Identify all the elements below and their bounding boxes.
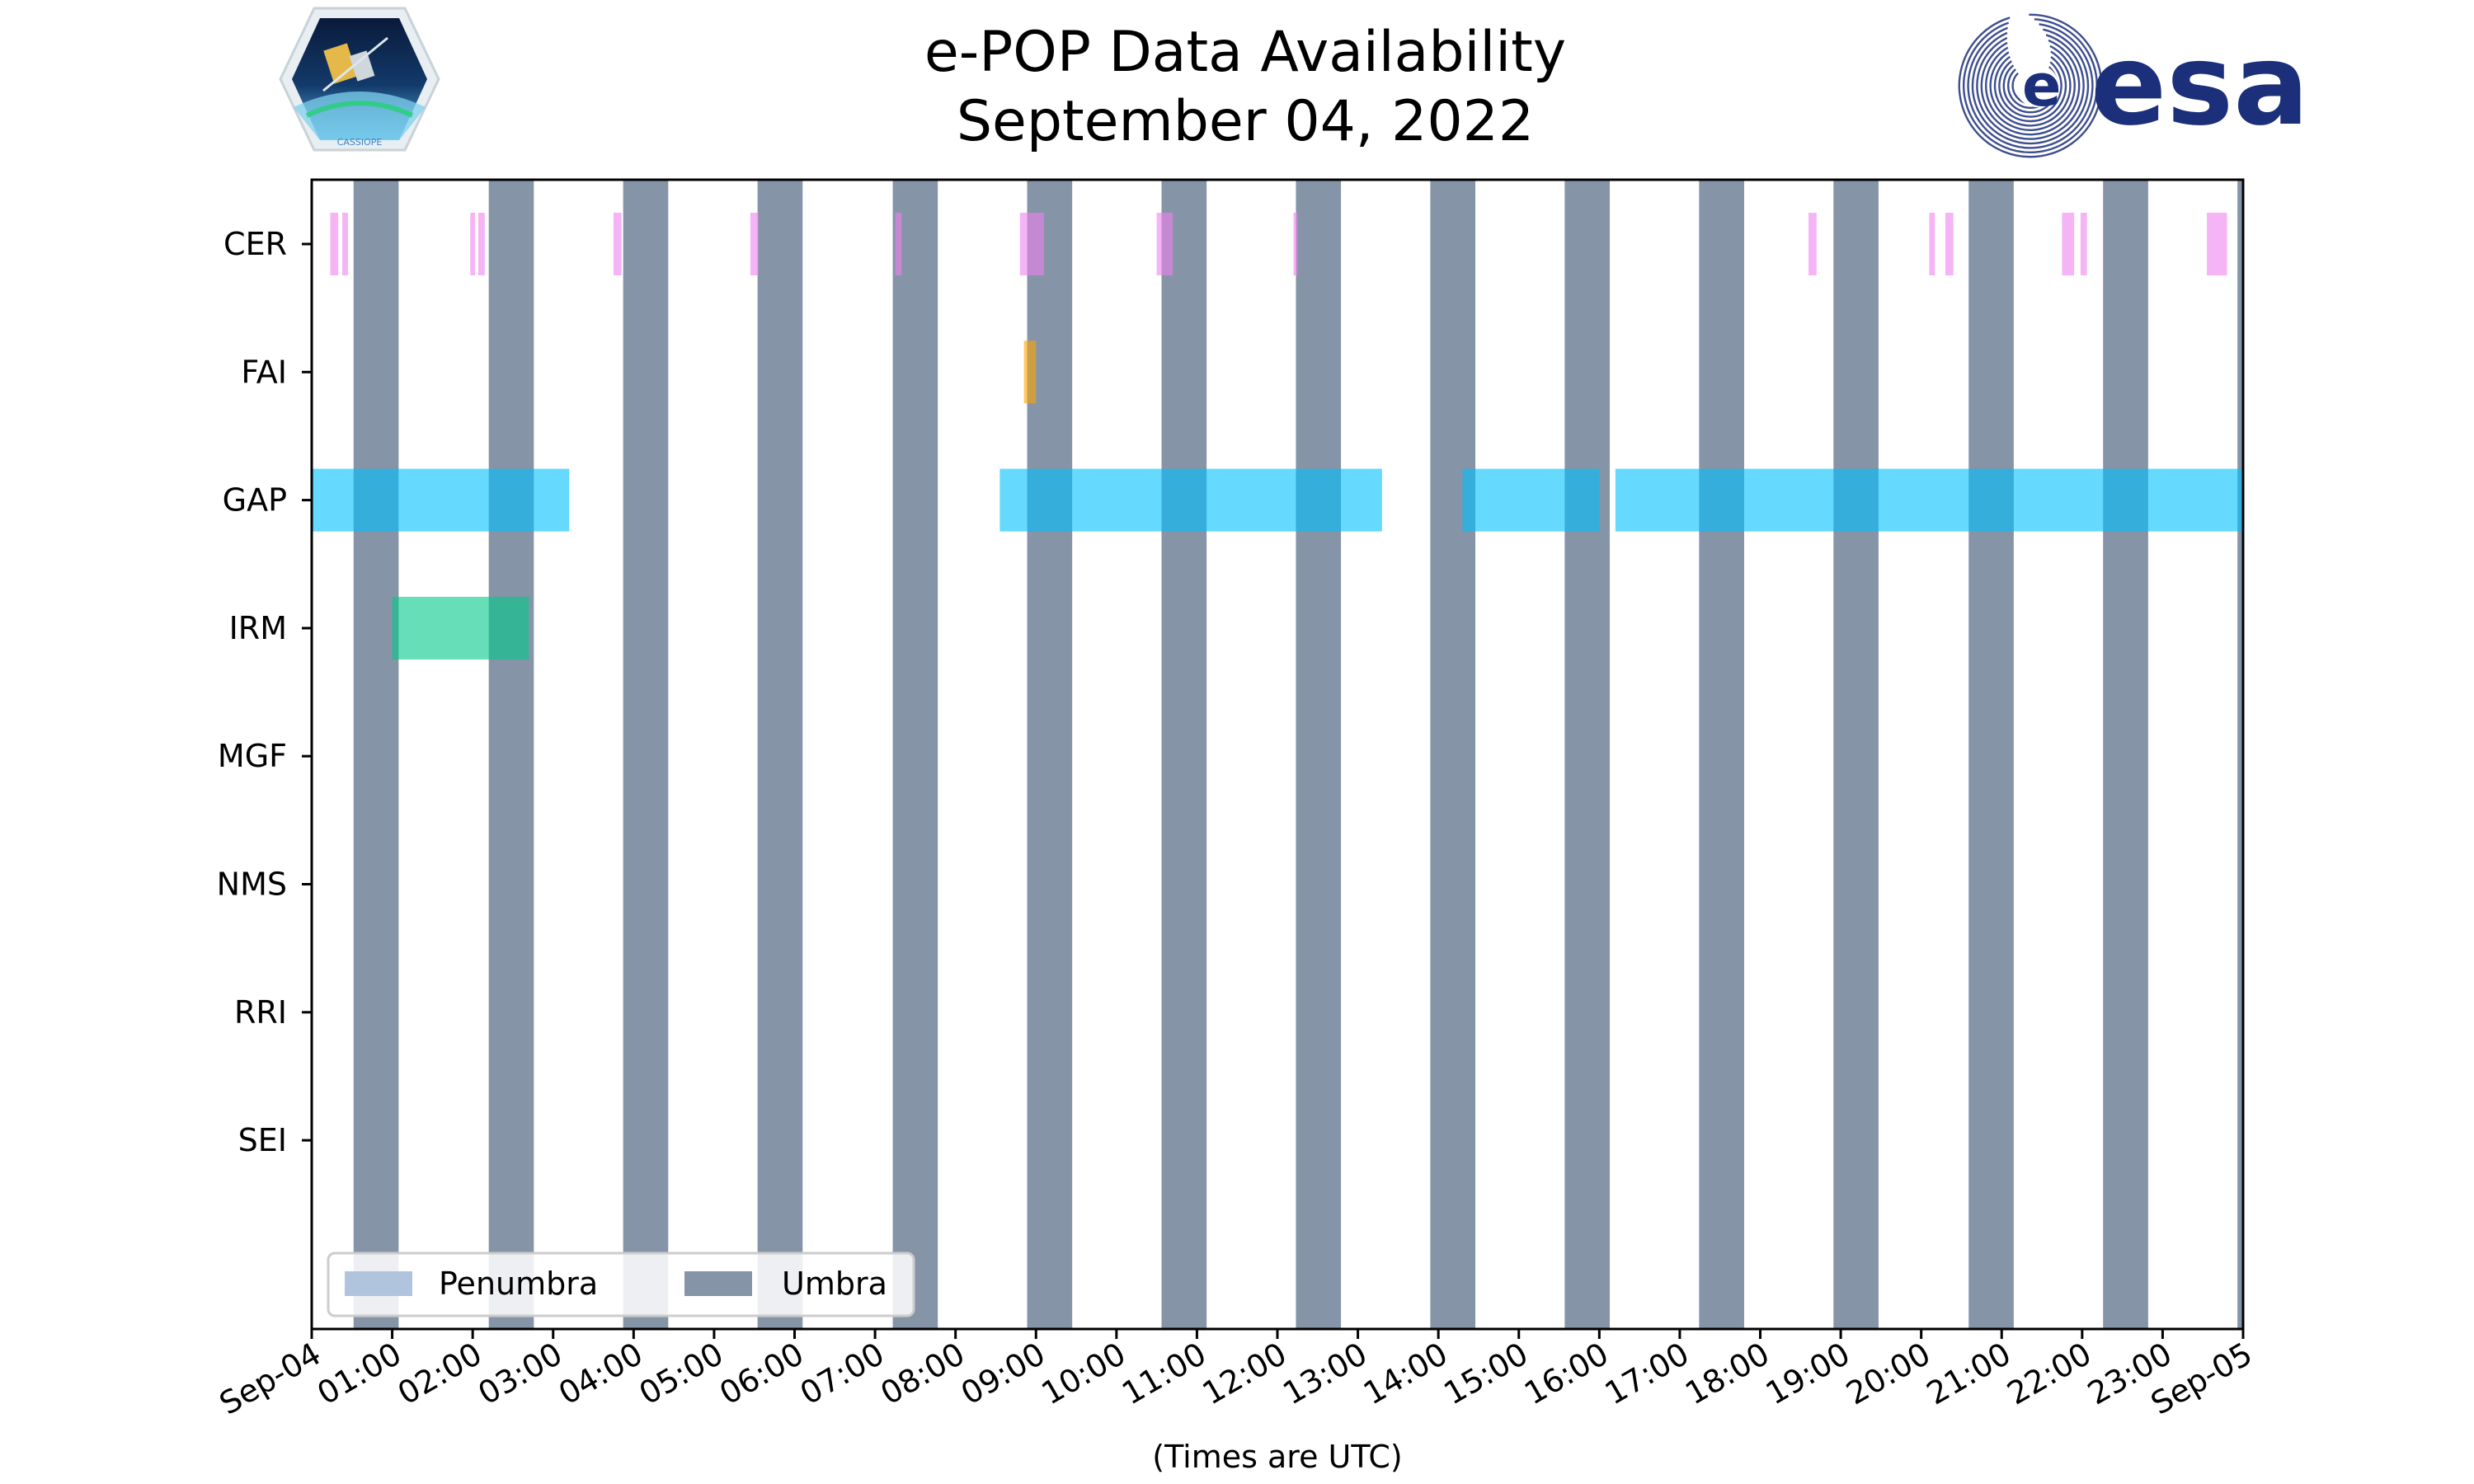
cassiope-logo-text: CASSIOPE xyxy=(337,137,383,148)
umbra-band-6 xyxy=(1161,180,1207,1329)
esa-logo: e esa xyxy=(1958,13,2309,158)
segment-gap-19 xyxy=(1462,468,1600,532)
umbra-band-10 xyxy=(1699,180,1744,1329)
esa-swirl-arc-4 xyxy=(1998,60,2062,118)
segment-fai-16 xyxy=(1023,340,1037,404)
esa-swirl-center xyxy=(2015,64,2058,107)
x-tick-label-9: 09:00 xyxy=(955,1336,1051,1412)
umbra-band-13 xyxy=(2103,180,2148,1329)
legend-penumbra-swatch xyxy=(345,1271,412,1296)
segment-cer-7 xyxy=(1019,213,1045,275)
legend: Penumbra Umbra xyxy=(327,1252,915,1317)
cassiope-logo: CASSIOPE xyxy=(279,7,440,152)
x-tick-label-5: 05:00 xyxy=(633,1336,730,1412)
segment-gap-17 xyxy=(312,468,570,532)
y-tick-label-sei: SEI xyxy=(238,1122,287,1158)
esa-swirl-arc-5 xyxy=(1993,55,2067,123)
esa-swirl-arc-12 xyxy=(1963,18,2098,153)
umbra-band-2 xyxy=(623,180,669,1329)
x-tick-label-16: 16:00 xyxy=(1518,1336,1615,1412)
segment-cer-14 xyxy=(2080,213,2087,275)
esa-swirl-arc-8 xyxy=(1980,39,2081,136)
legend-umbra-label: Umbra xyxy=(782,1266,887,1302)
y-tick-label-irm: IRM xyxy=(229,610,287,646)
y-tick-label-fai: FAI xyxy=(241,354,287,390)
x-axis-label: (Times are UTC) xyxy=(1152,1439,1402,1475)
x-tick-label-6: 06:00 xyxy=(713,1336,810,1412)
umbra-band-3 xyxy=(757,180,803,1329)
x-tick-label-15: 15:00 xyxy=(1437,1336,1534,1412)
segment-cer-15 xyxy=(2207,213,2227,275)
segment-gap-18 xyxy=(999,468,1382,532)
segment-cer-9 xyxy=(1293,213,1298,275)
segment-cer-12 xyxy=(1945,213,1954,275)
esa-swirl-arc-7 xyxy=(1985,45,2076,131)
segment-cer-4 xyxy=(613,213,622,275)
x-tick-label-10: 10:00 xyxy=(1035,1336,1131,1412)
segment-cer-5 xyxy=(750,213,759,275)
esa-swirl-arc-9 xyxy=(1976,34,2085,140)
x-tick-label-13: 13:00 xyxy=(1277,1336,1373,1412)
x-tick-label-7: 07:00 xyxy=(794,1336,891,1412)
x-tick-label-3: 03:00 xyxy=(472,1336,568,1412)
x-tick-label-22: 22:00 xyxy=(2001,1336,2097,1412)
umbra-band-7 xyxy=(1296,180,1342,1329)
umbra-band-12 xyxy=(1968,180,2014,1329)
legend-box xyxy=(327,1252,915,1317)
x-axis: Sep-0401:0002:0003:0004:0005:0006:0007:0… xyxy=(214,1329,2259,1422)
legend-penumbra-label: Penumbra xyxy=(439,1266,598,1302)
legend-umbra-swatch xyxy=(684,1271,752,1296)
esa-swirl-arc-6 xyxy=(1989,50,2072,127)
segment-cer-1 xyxy=(342,213,348,275)
y-axis: CER FAI GAP IRM MGF NMS RRI SEI xyxy=(217,226,312,1158)
esa-swirl-arc-11 xyxy=(1967,23,2094,149)
segment-cer-0 xyxy=(330,213,339,275)
x-tick-label-21: 21:00 xyxy=(1921,1336,2017,1412)
segment-irm-21 xyxy=(392,596,529,660)
x-tick-label-11: 11:00 xyxy=(1116,1336,1212,1412)
umbra-band-0 xyxy=(353,180,399,1329)
segment-cer-8 xyxy=(1156,213,1174,275)
y-tick-label-rri: RRI xyxy=(234,994,287,1031)
x-tick-label-0: Sep-04 xyxy=(214,1336,327,1422)
x-tick-label-4: 04:00 xyxy=(553,1336,649,1412)
x-tick-label-1: 01:00 xyxy=(311,1336,407,1412)
x-tick-label-20: 20:00 xyxy=(1840,1336,1936,1412)
umbra-band-1 xyxy=(488,180,534,1329)
x-tick-label-19: 19:00 xyxy=(1760,1336,1856,1412)
segment-layer xyxy=(312,213,2243,660)
segment-cer-3 xyxy=(477,213,485,275)
x-tick-label-17: 17:00 xyxy=(1599,1336,1696,1412)
umbra-band-9 xyxy=(1564,180,1611,1329)
y-tick-label-nms: NMS xyxy=(217,866,287,903)
umbra-band-11 xyxy=(1833,180,1879,1329)
esa-logo-text: esa xyxy=(2091,21,2309,151)
segment-cer-13 xyxy=(2062,213,2075,275)
umbra-band-4 xyxy=(892,180,938,1329)
segment-cer-10 xyxy=(1808,213,1817,275)
segment-cer-6 xyxy=(895,213,902,275)
umbra-band-8 xyxy=(1430,180,1476,1329)
umbra-layer xyxy=(353,180,2243,1329)
chart-title-line1: e-POP Data Availability xyxy=(924,20,1566,85)
plot-frame xyxy=(310,178,2245,1331)
umbra-band-14 xyxy=(2237,180,2243,1329)
chart-title-line2: September 04, 2022 xyxy=(957,89,1534,154)
esa-swirl-e: e xyxy=(2022,52,2061,120)
segment-gap-20 xyxy=(1615,468,2243,532)
y-tick-label-cer: CER xyxy=(223,226,287,262)
segment-cer-2 xyxy=(470,213,476,275)
esa-swirl-arc-13 xyxy=(1958,13,2103,158)
x-tick-label-12: 12:00 xyxy=(1197,1336,1293,1412)
segment-cer-11 xyxy=(1929,213,1935,275)
x-tick-label-8: 08:00 xyxy=(874,1336,971,1412)
y-tick-label-gap: GAP xyxy=(223,482,287,519)
esa-swirl-arc-10 xyxy=(1971,28,2090,145)
y-tick-label-mgf: MGF xyxy=(218,738,287,774)
x-tick-label-18: 18:00 xyxy=(1679,1336,1776,1412)
x-tick-label-14: 14:00 xyxy=(1357,1336,1454,1412)
esa-swirl-icon: e xyxy=(1958,13,2103,158)
x-tick-label-2: 02:00 xyxy=(392,1336,488,1412)
